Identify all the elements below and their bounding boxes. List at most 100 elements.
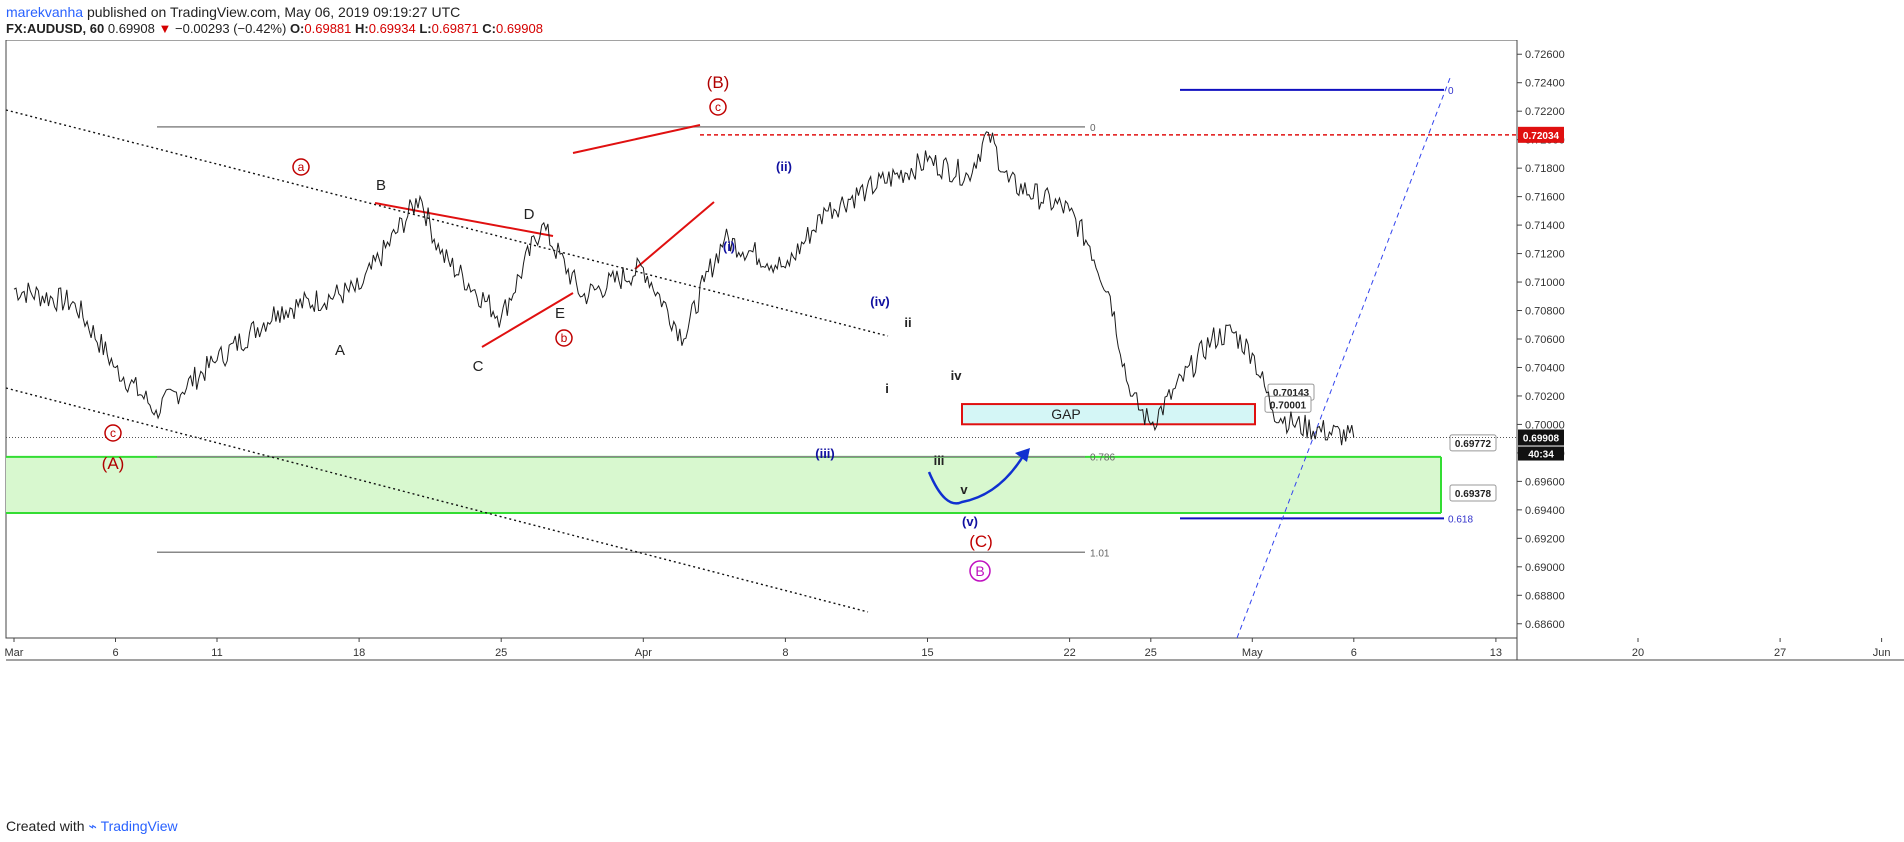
y-tick-label: 0.71600 <box>1525 192 1565 204</box>
y-tick-label: 0.72600 <box>1525 49 1565 61</box>
author-link[interactable]: marekvanha <box>6 4 84 20</box>
fib-level-label: 1.01 <box>1090 548 1110 559</box>
blue-curve-arrow <box>927 452 1027 505</box>
gap-label: GAP <box>1051 406 1081 422</box>
wave-label-E: E <box>555 305 565 322</box>
high-value: 0.69934 <box>368 21 416 36</box>
y-tick-label: 0.70800 <box>1525 306 1565 318</box>
upper-channel-line <box>5 109 889 337</box>
wave-label-a: a <box>298 160 305 174</box>
lower-channel-line <box>5 387 869 613</box>
wave-label-A: A <box>335 342 345 359</box>
x-tick-label: 8 <box>782 647 788 659</box>
x-tick-label: 6 <box>112 647 118 659</box>
tradingview-logo-icon: ⌁ <box>88 818 97 834</box>
wave-label-B-purple: B <box>975 563 984 579</box>
down-arrow-icon: ▼ <box>158 21 172 36</box>
price-chart[interactable]: 0.726000.724000.722000.720000.718000.716… <box>0 40 1904 810</box>
x-tick-label: 22 <box>1063 647 1075 659</box>
red-trend-line <box>572 124 701 154</box>
publish-info: published on TradingView.com, May 06, 20… <box>86 4 461 20</box>
gap-bottom-box <box>1264 395 1312 413</box>
wave-label-b-circle <box>555 329 573 347</box>
wave-label-b: b <box>561 331 568 345</box>
y-tick-label: 0.69400 <box>1525 505 1565 517</box>
wave-label-v-blue: (v) <box>962 514 978 529</box>
last-price-label: 0.69908 <box>1523 434 1560 445</box>
wave-label-C-major: (C) <box>969 532 993 551</box>
support-top-label-box <box>1449 434 1497 452</box>
gap-top-label: 0.70143 <box>1273 388 1310 399</box>
fib-level-label: 0 <box>1090 123 1096 134</box>
close-value: 0.69908 <box>495 21 543 36</box>
y-tick-label: 0.68600 <box>1525 619 1565 631</box>
x-tick-label: 20 <box>1632 647 1644 659</box>
y-tick-label: 0.70400 <box>1525 362 1565 374</box>
x-tick-label: Apr <box>635 647 652 659</box>
chart-header-ohlc: FX:AUDUSD, 60 0.69908 ▼ −0.00293 (−0.42%… <box>6 21 543 36</box>
y-tick-label: 0.71000 <box>1525 277 1565 289</box>
wave-label-c-top-circle <box>709 98 727 116</box>
price-series-line <box>13 131 1355 446</box>
countdown-tag <box>1518 446 1564 461</box>
x-tick-label: Mar <box>5 647 24 659</box>
red-trend-line <box>374 202 554 237</box>
x-tick-label: 27 <box>1774 647 1786 659</box>
x-tick-label: May <box>1242 647 1263 659</box>
wave-label-c-top: c <box>715 100 721 114</box>
y-tick-label: 0.71200 <box>1525 249 1565 261</box>
last-price-tag <box>1518 429 1564 446</box>
y-tick-label: 0.72200 <box>1525 106 1565 118</box>
support-bottom-label: 0.69378 <box>1455 489 1492 500</box>
x-tick-label: 25 <box>495 647 507 659</box>
wave-label-D: D <box>524 206 535 223</box>
x-tick-label: 11 <box>211 647 222 659</box>
open-value: 0.69881 <box>304 21 352 36</box>
wave-label-i: i <box>885 381 889 396</box>
low-value: 0.69871 <box>431 21 479 36</box>
blue-arrow-head-icon <box>1015 448 1030 462</box>
wave-label-ii-blue: (ii) <box>776 159 792 174</box>
wave-label-C: C <box>473 358 484 375</box>
gap-bottom-label: 0.70001 <box>1270 400 1307 411</box>
symbol-label: FX:AUDUSD, 60 <box>6 21 105 36</box>
blue-fib-0-label: 0 <box>1448 86 1454 97</box>
wave-label-iv: iv <box>951 368 963 383</box>
wave-label-A-major: (A) <box>102 454 125 473</box>
tradingview-link[interactable]: TradingView <box>100 818 178 834</box>
created-with-label: Created with <box>6 818 85 834</box>
gap-box <box>961 403 1256 426</box>
plot-area <box>5 40 1518 639</box>
resistance-price-tag <box>1518 126 1564 143</box>
wave-label-iii-blue: (iii) <box>815 446 835 461</box>
x-tick-label: 15 <box>921 647 933 659</box>
y-tick-label: 0.69000 <box>1525 562 1565 574</box>
fib-level-label: 0.786 <box>1090 453 1115 464</box>
x-tick-label: 25 <box>1145 647 1157 659</box>
blue-fib-618-label: 0.618 <box>1448 514 1473 525</box>
y-tick-label: 0.70000 <box>1525 419 1565 431</box>
y-tick-label: 0.71800 <box>1525 163 1565 175</box>
wave-label-c-low: c <box>110 426 116 440</box>
y-tick-label: 0.69200 <box>1525 533 1565 545</box>
y-tick-label: 0.70600 <box>1525 334 1565 346</box>
wave-label-iv-blue: (iv) <box>870 294 890 309</box>
price-change: −0.00293 (−0.42%) <box>175 21 287 36</box>
wave-label-B-major: (B) <box>707 73 730 92</box>
y-tick-label: 0.69600 <box>1525 476 1565 488</box>
y-tick-label: 0.70200 <box>1525 391 1565 403</box>
open-label: O: <box>289 21 305 36</box>
countdown-label: 40:34 <box>1528 450 1554 461</box>
last-price: 0.69908 <box>107 21 155 36</box>
x-tick-label: 6 <box>1351 647 1357 659</box>
support-bottom-label-box <box>1449 484 1497 502</box>
support-top-label: 0.69772 <box>1455 439 1492 450</box>
wave-label-iii: iii <box>934 453 945 468</box>
support-zone <box>6 456 1441 513</box>
wave-label-B-circle <box>969 560 991 582</box>
x-tick-label: 13 <box>1490 647 1502 659</box>
blue-projection-line <box>1236 77 1451 639</box>
wave-label-v: v <box>960 482 968 497</box>
high-label: H: <box>355 21 369 36</box>
chart-header-publish: marekvanha published on TradingView.com,… <box>6 4 460 20</box>
